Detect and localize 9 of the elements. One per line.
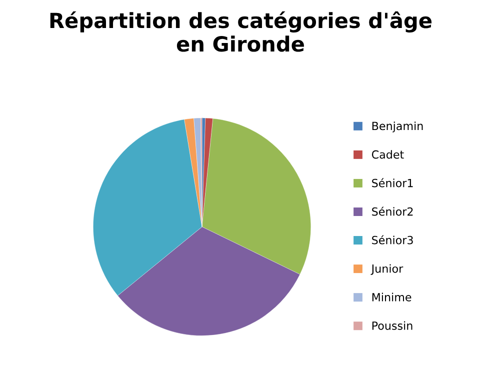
legend-label: Sénior2	[372, 206, 413, 216]
legend-label: Sénior3	[372, 235, 413, 244]
legend-label: Junior	[370, 264, 404, 275]
legend-label: Sénior1	[372, 178, 413, 188]
chart-title: Répartition des catégories d'âge en Gironde	[50, 11, 432, 52]
legend-label: Minime	[372, 292, 412, 302]
legend-label: Cadet	[372, 150, 404, 159]
legend-label: Benjamin	[372, 122, 423, 132]
legend-label: Poussin	[372, 321, 412, 330]
